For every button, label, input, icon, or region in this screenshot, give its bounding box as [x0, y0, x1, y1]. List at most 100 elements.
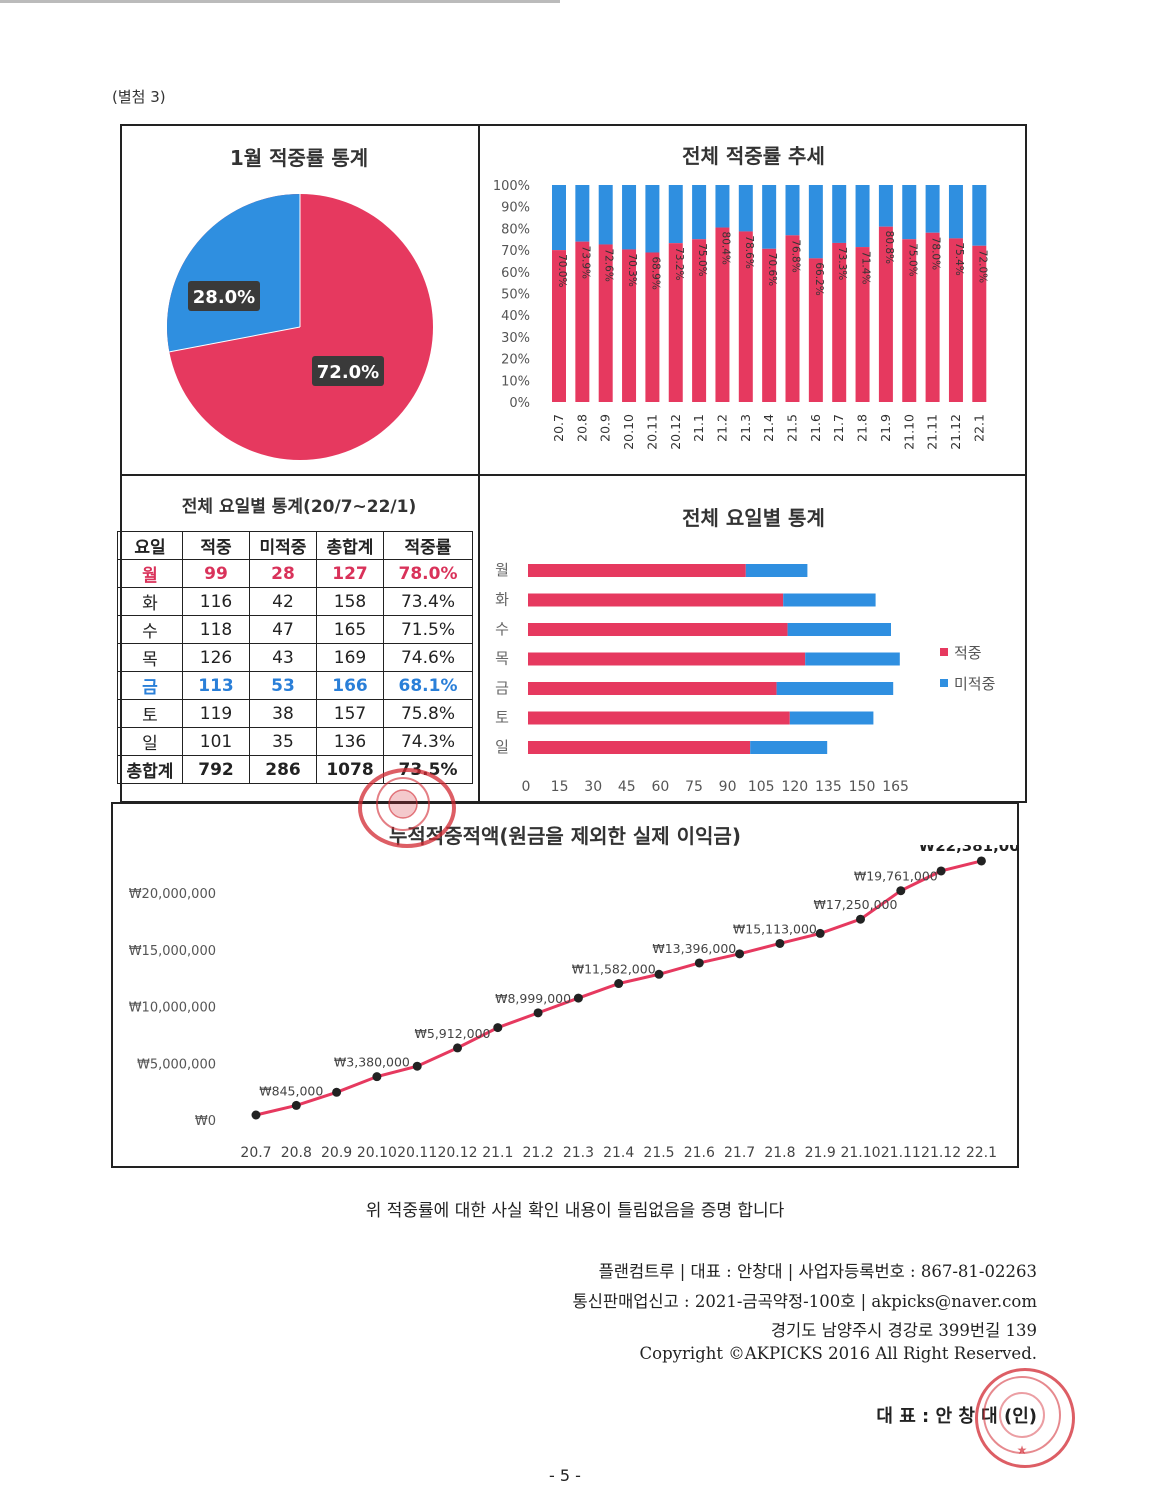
- dow-x-tick: 135: [815, 779, 842, 795]
- trend-bar-hit: [878, 226, 893, 402]
- cumulative-x-tick: 21.5: [643, 1145, 674, 1161]
- table-total-row: 총합계 792 286 1078 73.5%: [117, 755, 473, 784]
- row-rate: 73.4%: [383, 587, 473, 616]
- dow-bar-miss: [783, 593, 876, 607]
- legend-label-hit: 적중: [954, 644, 982, 662]
- top-rule: [0, 0, 560, 3]
- trend-bar-miss: [878, 185, 893, 227]
- cumulative-point: [412, 1061, 422, 1071]
- pie-label-miss: 28.0%: [193, 287, 255, 308]
- row-miss: 43: [249, 643, 317, 672]
- cumulative-point: [291, 1100, 301, 1110]
- trend-bar-miss: [552, 185, 566, 251]
- trend-bar-miss: [972, 185, 987, 246]
- trend-y-tick: 40%: [501, 309, 530, 324]
- row-total: 165: [316, 615, 384, 644]
- trend-x-tick: 20.11: [644, 414, 659, 450]
- cumulative-x-tick: 20.10: [357, 1145, 397, 1161]
- cumulative-y-tick: ₩15,000,000: [129, 944, 216, 959]
- dow-x-tick: 120: [781, 779, 808, 795]
- trend-title: 전체 적중률 추세: [682, 144, 825, 168]
- cumulative-point: [573, 993, 583, 1003]
- cumulative-point: [815, 928, 825, 938]
- table-row: 수 118 47 165 71.5%: [117, 615, 473, 644]
- row-rate: 71.5%: [383, 615, 473, 644]
- company-seal-stamp: [358, 768, 456, 848]
- row-total: 157: [316, 699, 384, 728]
- trend-x-tick: 20.10: [621, 414, 636, 450]
- dow-bar-miss: [805, 652, 900, 666]
- trend-bar-miss: [645, 185, 660, 253]
- trend-y-tick: 80%: [501, 222, 530, 237]
- trend-bar-label: 68.9%: [649, 256, 661, 289]
- trend-bar-miss: [832, 185, 847, 243]
- trend-bar-hit: [622, 249, 637, 402]
- table-row: 화 116 42 158 73.4%: [117, 587, 473, 616]
- cumulative-value-label: ₩845,000: [259, 1083, 323, 1098]
- table-row: 금 113 53 166 68.1%: [117, 671, 473, 700]
- footer-address-line: 경기도 남양주시 경강로 399번길 139: [770, 1321, 1037, 1340]
- trend-bar-miss: [948, 185, 963, 239]
- trend-bar-hit: [855, 247, 870, 402]
- table-header-row: 요일 적중 미적중 총합계 적중률: [117, 531, 473, 560]
- trend-bar-label: 66.2%: [813, 262, 825, 295]
- pie-label-box-miss: [188, 281, 260, 311]
- trend-x-tick: 21.8: [855, 414, 870, 442]
- cumulative-value-label: ₩19,761,000: [854, 869, 938, 884]
- seal-icon: [376, 777, 430, 831]
- trend-bar-hit: [972, 245, 987, 402]
- row-total: 127: [316, 559, 384, 588]
- row-miss: 35: [249, 727, 317, 756]
- trend-bar-hit: [552, 250, 566, 402]
- row-miss: 47: [249, 615, 317, 644]
- cumulative-x-tick: 21.10: [840, 1145, 880, 1161]
- dow-bar-hit: [528, 682, 777, 695]
- certification-text: 위 적중률에 대한 사실 확인 내용이 틀림없음을 증명 합니다: [365, 1201, 785, 1221]
- cumulative-point: [332, 1087, 342, 1097]
- dow-bar-hit: [528, 741, 751, 754]
- dow-y-label: 토: [495, 709, 509, 727]
- cumulative-x-tick: 21.8: [764, 1145, 795, 1161]
- trend-bar-hit: [598, 244, 613, 402]
- row-miss: 38: [249, 699, 317, 728]
- cumulative-y-tick: ₩5,000,000: [137, 1057, 216, 1072]
- trend-bar-miss: [738, 185, 753, 232]
- pie-slice-miss: [166, 194, 300, 352]
- dow-table: 요일 적중 미적중 총합계 적중률 월 99 28 127 78.0% 화 11…: [117, 531, 473, 784]
- trend-bar-miss: [622, 185, 637, 250]
- trend-bar-hit: [785, 235, 800, 402]
- trend-y-tick: 30%: [501, 331, 530, 346]
- cumulative-x-tick: 20.11: [397, 1145, 437, 1161]
- trend-x-tick: 21.5: [785, 414, 800, 442]
- cumulative-point: [856, 914, 865, 924]
- trend-x-tick: 20.9: [598, 414, 613, 442]
- trend-y-tick: 90%: [501, 201, 530, 216]
- cumulative-point: [453, 1043, 462, 1053]
- trend-bar-miss: [762, 185, 777, 249]
- trend-bar-miss: [575, 185, 590, 242]
- trend-chart: 100% 90% 80% 70% 60% 50% 40% 30% 20% 10% 0% 70.0% 20…: [493, 179, 988, 450]
- trend-bar-miss: [808, 185, 823, 259]
- cumulative-x-tick: 21.11: [881, 1145, 921, 1161]
- row-hit: 113: [182, 671, 250, 700]
- dow-table-title: 전체 요일별 통계(20/7~22/1): [181, 497, 417, 517]
- cumulative-x-tick: 20.12: [437, 1145, 477, 1161]
- trend-bar-label: 75.4%: [953, 242, 965, 275]
- trend-x-tick: 21.1: [691, 414, 706, 442]
- cumulative-x-tick: 21.7: [724, 1145, 755, 1161]
- row-miss: 53: [249, 671, 317, 700]
- trend-x-tick: 21.11: [925, 414, 940, 450]
- table-row: 일 101 35 136 74.3%: [117, 727, 473, 756]
- row-miss: 42: [249, 587, 317, 616]
- trend-bar-label: 73.3%: [836, 247, 848, 280]
- trend-x-tick: 21.4: [761, 414, 776, 442]
- row-day: 목: [117, 643, 183, 672]
- trend-bar-miss: [692, 185, 707, 240]
- total-hit: 792: [182, 755, 250, 784]
- header-miss: 미적중: [249, 531, 317, 560]
- cumulative-point: [493, 1023, 503, 1033]
- trend-bar-label: 76.8%: [790, 239, 802, 272]
- cumulative-point: [614, 979, 624, 989]
- cumulative-value-label: ₩8,999,000: [495, 991, 571, 1006]
- cumulative-value-label: ₩17,250,000: [814, 897, 898, 912]
